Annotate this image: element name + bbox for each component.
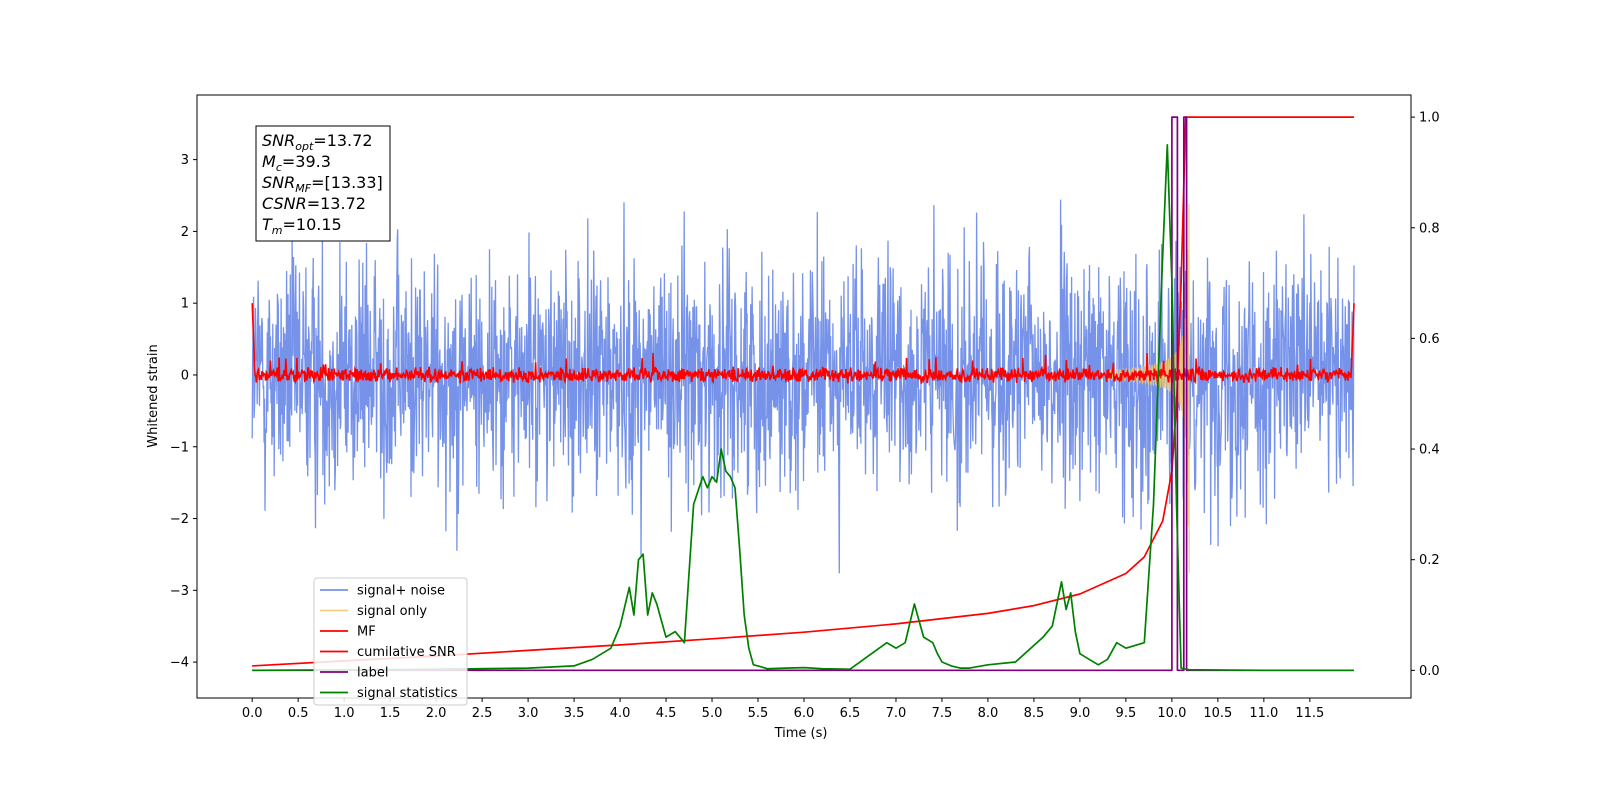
x-tick-label: 9.0 xyxy=(1070,706,1091,721)
legend-label: signal+ noise xyxy=(357,584,445,599)
x-tick-label: 7.5 xyxy=(932,706,953,721)
y-axis-label: Whitened strain xyxy=(146,344,161,447)
y-tick-label: −2 xyxy=(170,512,189,527)
info-line: SNRopt=13.72 xyxy=(262,131,373,153)
x-tick-label: 0.5 xyxy=(288,706,309,721)
series-cumilative-snr xyxy=(252,116,1354,667)
y-tick-label: −4 xyxy=(170,656,189,671)
info-line: SNRMF=[13.33] xyxy=(262,173,383,195)
legend-label: cumilative SNR xyxy=(357,645,456,660)
x-tick-label: 10.5 xyxy=(1203,706,1232,721)
x-tick-label: 9.5 xyxy=(1116,706,1137,721)
y2-tick-label: 0.4 xyxy=(1419,443,1440,458)
y2-tick-label: 0.2 xyxy=(1419,553,1440,568)
legend-label: signal only xyxy=(357,604,427,619)
legend-label: signal statistics xyxy=(357,686,458,701)
x-tick-label: 10.0 xyxy=(1157,706,1186,721)
y2-tick-label: 0.8 xyxy=(1419,221,1440,236)
x-tick-label: 4.0 xyxy=(610,706,631,721)
y-tick-label: 2 xyxy=(181,225,189,240)
y-tick-label: 1 xyxy=(181,297,189,312)
info-box: SNRopt=13.72Mc=39.3SNRMF=[13.33]CSNR=13.… xyxy=(255,125,391,242)
y-tick-label: 3 xyxy=(181,153,189,168)
x-tick-label: 0.0 xyxy=(242,706,263,721)
y-axis-left: −4 −3 −2 −1 0 1 2 3 xyxy=(170,153,197,671)
x-tick-label: 3.0 xyxy=(518,706,539,721)
y2-tick-label: 0.6 xyxy=(1419,332,1440,347)
info-line: CSNR=13.72 xyxy=(262,194,366,213)
y2-tick-label: 1.0 xyxy=(1419,111,1440,126)
x-tick-label: 1.0 xyxy=(334,706,355,721)
legend-label: MF xyxy=(357,625,376,640)
x-tick-label: 6.0 xyxy=(794,706,815,721)
y-axis-right: 0.0 0.2 0.4 0.6 0.8 1.0 xyxy=(1411,111,1440,679)
x-tick-label: 8.5 xyxy=(1024,706,1045,721)
x-tick-label: 7.0 xyxy=(886,706,907,721)
x-tick-label: 3.5 xyxy=(564,706,585,721)
x-tick-label: 8.0 xyxy=(978,706,999,721)
info-line: Mc=39.3 xyxy=(262,152,331,174)
x-axis-label: Time (s) xyxy=(774,726,828,741)
legend: signal+ noise signal only MF cumilative SNR… xyxy=(313,577,468,706)
info-line: Tm=10.15 xyxy=(262,215,342,237)
info-box-frame xyxy=(255,125,391,242)
x-axis: 0.0 0.5 1.0 1.5 2.0 2.5 3.0 3.5 4.0 4.5 5.0 5.5 6.0 6… xyxy=(242,698,1324,721)
series-label xyxy=(252,116,1354,672)
legend-frame xyxy=(313,577,468,706)
x-tick-label: 5.0 xyxy=(702,706,723,721)
y-tick-label: −1 xyxy=(170,440,189,455)
x-tick-label: 6.5 xyxy=(840,706,861,721)
y-tick-label: −3 xyxy=(170,584,189,599)
x-tick-label: 5.5 xyxy=(748,706,769,721)
legend-label: label xyxy=(357,666,388,681)
x-tick-label: 11.5 xyxy=(1295,706,1324,721)
y-tick-label: 0 xyxy=(181,368,189,383)
x-tick-label: 11.0 xyxy=(1249,706,1278,721)
data-layer xyxy=(251,116,1355,672)
series-mf xyxy=(251,303,1355,385)
x-tick-label: 1.5 xyxy=(380,706,401,721)
x-tick-label: 2.5 xyxy=(472,706,493,721)
x-tick-label: 4.5 xyxy=(656,706,677,721)
x-tick-label: 2.0 xyxy=(426,706,447,721)
series-signal-statistics xyxy=(252,143,1354,672)
y2-tick-label: 0.0 xyxy=(1419,664,1440,679)
